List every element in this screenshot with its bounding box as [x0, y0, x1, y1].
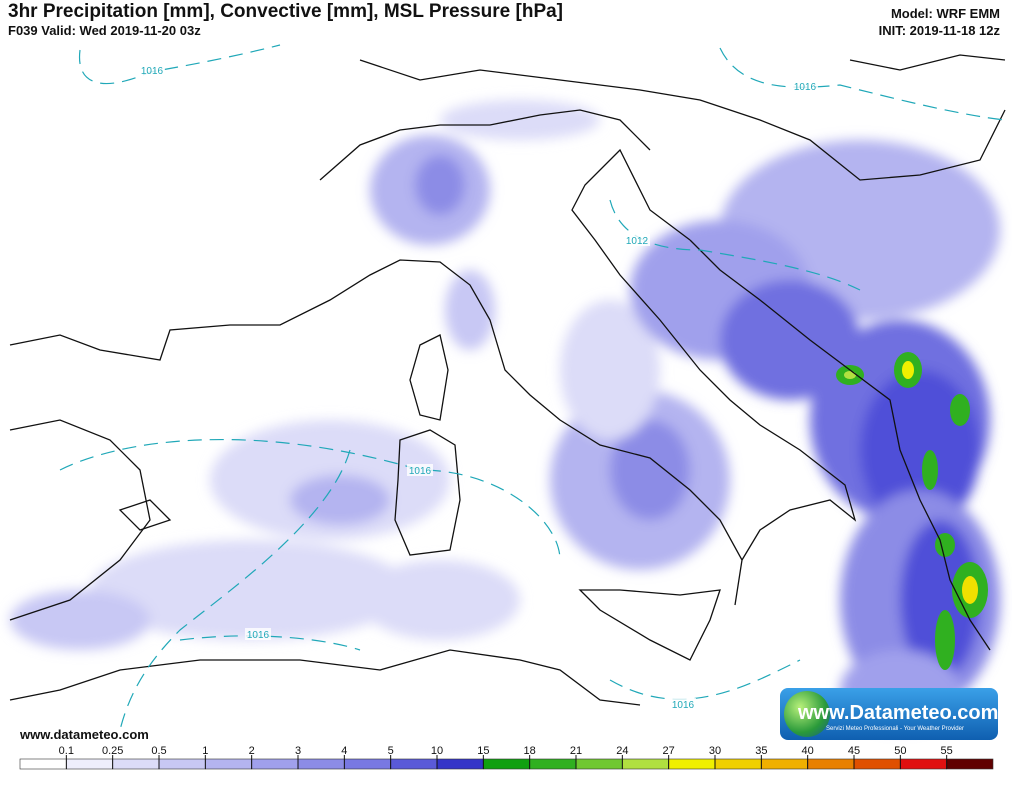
logo: www.Datameteo.com Servizi Meteo Professi…	[780, 688, 998, 740]
colorbar-swatch	[390, 758, 438, 770]
isobar-label-bg	[792, 80, 818, 92]
colorbar-tick-label: 0.1	[59, 745, 74, 757]
colorbar-swatch	[483, 758, 530, 770]
colorbar-tick-label: 18	[524, 745, 536, 757]
colorbar-swatch	[205, 758, 252, 770]
isobar-label-bg	[139, 64, 165, 76]
init: INIT: 2019-11-18 12z	[878, 23, 1000, 38]
colorbar-swatch	[344, 758, 391, 770]
isobar-label: 1016	[141, 66, 164, 77]
colorbar-tick-label: 5	[388, 745, 394, 757]
colorbar-tick-label: 15	[477, 745, 489, 757]
isobar-label-bg	[624, 234, 650, 246]
colorbar-swatch	[575, 758, 623, 770]
colorbar-tick-label: 55	[941, 745, 953, 757]
colorbar-tick-label: 30	[709, 745, 721, 757]
colorbar-swatch	[900, 758, 947, 770]
colorbar-tick-label: 21	[570, 745, 582, 757]
colorbar-swatch	[622, 758, 669, 770]
colorbar-swatch	[714, 758, 762, 770]
colorbar-swatch	[946, 758, 994, 770]
colorbar-swatch	[853, 758, 901, 770]
colorbar-tick-label: 50	[894, 745, 906, 757]
precip-field	[10, 100, 1000, 730]
colorbar-swatch	[66, 758, 113, 770]
colorbar-tick-label: 24	[616, 745, 628, 757]
colorbar-tick-label: 10	[431, 745, 443, 757]
isobar-label: 1016	[794, 82, 817, 93]
colorbar-tick-label: 0.5	[151, 745, 166, 757]
isobar-label-bg	[407, 464, 433, 476]
precip-cores	[836, 352, 988, 670]
logo-tagline: Servizi Meteo Professionali - Your Weath…	[826, 726, 964, 732]
isobar-label: 1016	[247, 630, 270, 641]
colorbar-tick-label: 0.25	[102, 745, 123, 757]
coastlines	[9, 54, 1006, 706]
colorbar-tick-label: 35	[755, 745, 767, 757]
colorbar-swatch	[436, 758, 484, 770]
isobar-label-bg	[245, 628, 271, 640]
isobar-label: 1012	[626, 236, 649, 247]
colorbar-swatch	[761, 758, 808, 770]
title: 3hr Precipitation [mm], Convective [mm],…	[8, 1, 564, 22]
logo-name: www.Datameteo.com	[798, 702, 999, 724]
colorbar-tick-label: 40	[802, 745, 814, 757]
colorbar-swatch	[807, 758, 855, 770]
isobar-label-bg	[670, 698, 696, 710]
colorbar-swatch	[158, 758, 206, 770]
subtitle: F039 Valid: Wed 2019-11-20 03z	[8, 23, 201, 38]
colorbar-swatch	[529, 758, 577, 770]
website: www.datameteo.com	[20, 727, 149, 742]
colorbar-swatch	[112, 758, 160, 770]
colorbar-tick-label: 1	[202, 745, 208, 757]
colorbar-swatch	[668, 758, 716, 770]
colorbar-tick-label: 45	[848, 745, 860, 757]
colorbar-swatch	[251, 758, 299, 770]
model: Model: WRF EMM	[890, 6, 1000, 21]
colorbar-tick-label: 3	[295, 745, 301, 757]
colorbar-tick-label: 4	[341, 745, 347, 757]
isobar-label: 1016	[409, 466, 432, 477]
colorbar-tick-label: 27	[663, 745, 675, 757]
colorbar-swatch	[297, 758, 345, 770]
isobar-label: 1016	[672, 700, 695, 711]
colorbar-tick-label: 2	[249, 745, 255, 757]
colorbar-swatch	[19, 758, 67, 770]
